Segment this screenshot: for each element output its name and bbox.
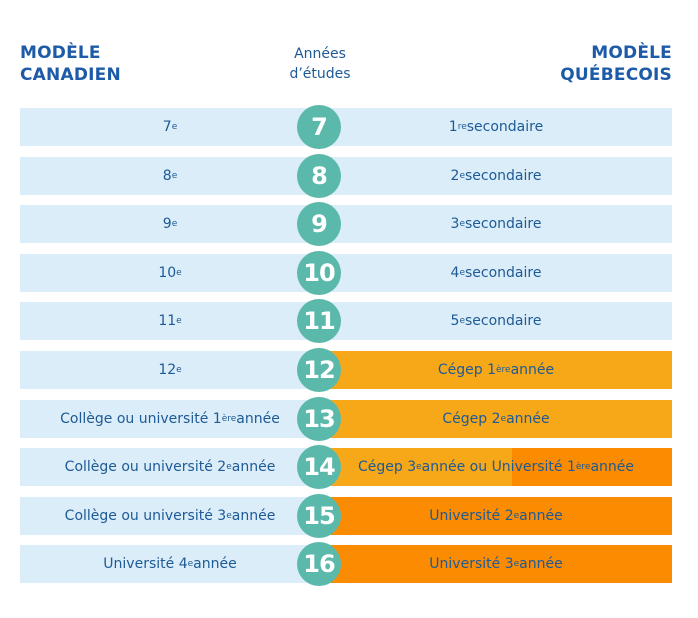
quebec-model-heading: MODÈLE QUÉBECOIS <box>560 42 672 86</box>
quebec-heading-line-1: MODÈLE <box>591 43 672 63</box>
year-number-badge: 7 <box>297 105 341 149</box>
canadian-grade-cell: 11 e <box>20 302 320 340</box>
canadian-grade-cell: 12 e <box>20 351 320 389</box>
canadian-grade-cell: 10 e <box>20 254 320 292</box>
canadian-heading-line-2: CANADIEN <box>20 65 121 85</box>
years-of-study-heading: Années d’études <box>262 44 378 84</box>
table-row: 11 e 5 e secondaire 11 <box>20 299 672 343</box>
years-heading-line-1: Années <box>294 46 346 62</box>
table-row: 10 e 4 e secondaire 10 <box>20 251 672 295</box>
table-row: 7 e 1 re secondaire 7 <box>20 105 672 149</box>
cegep-band <box>320 448 512 486</box>
year-number-badge: 15 <box>297 494 341 538</box>
year-number-badge: 14 <box>297 445 341 489</box>
year-number-badge: 10 <box>297 251 341 295</box>
year-number-badge: 9 <box>297 202 341 246</box>
university-band <box>512 448 672 486</box>
quebec-grade-cell: 1 re secondaire <box>320 108 672 146</box>
quebec-grade-cell: Cégep 1 ère année <box>320 351 672 389</box>
quebec-heading-line-2: QUÉBECOIS <box>560 65 672 85</box>
year-number-badge: 8 <box>297 154 341 198</box>
years-heading-line-2: d’études <box>289 66 351 82</box>
table-row: 12 e Cégep 1 ère année 12 <box>20 348 672 392</box>
year-number-badge: 16 <box>297 542 341 586</box>
year-number-badge: 12 <box>297 348 341 392</box>
canadian-model-heading: MODÈLE CANADIEN <box>20 42 121 86</box>
canadian-grade-cell: Collège ou université 1 ère année <box>20 400 320 438</box>
canadian-heading-line-1: MODÈLE <box>20 43 101 63</box>
year-number-badge: 13 <box>297 397 341 441</box>
year-number-badge: 11 <box>297 299 341 343</box>
